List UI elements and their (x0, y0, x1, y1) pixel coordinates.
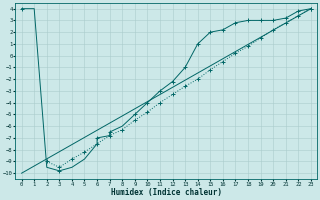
X-axis label: Humidex (Indice chaleur): Humidex (Indice chaleur) (111, 188, 222, 197)
